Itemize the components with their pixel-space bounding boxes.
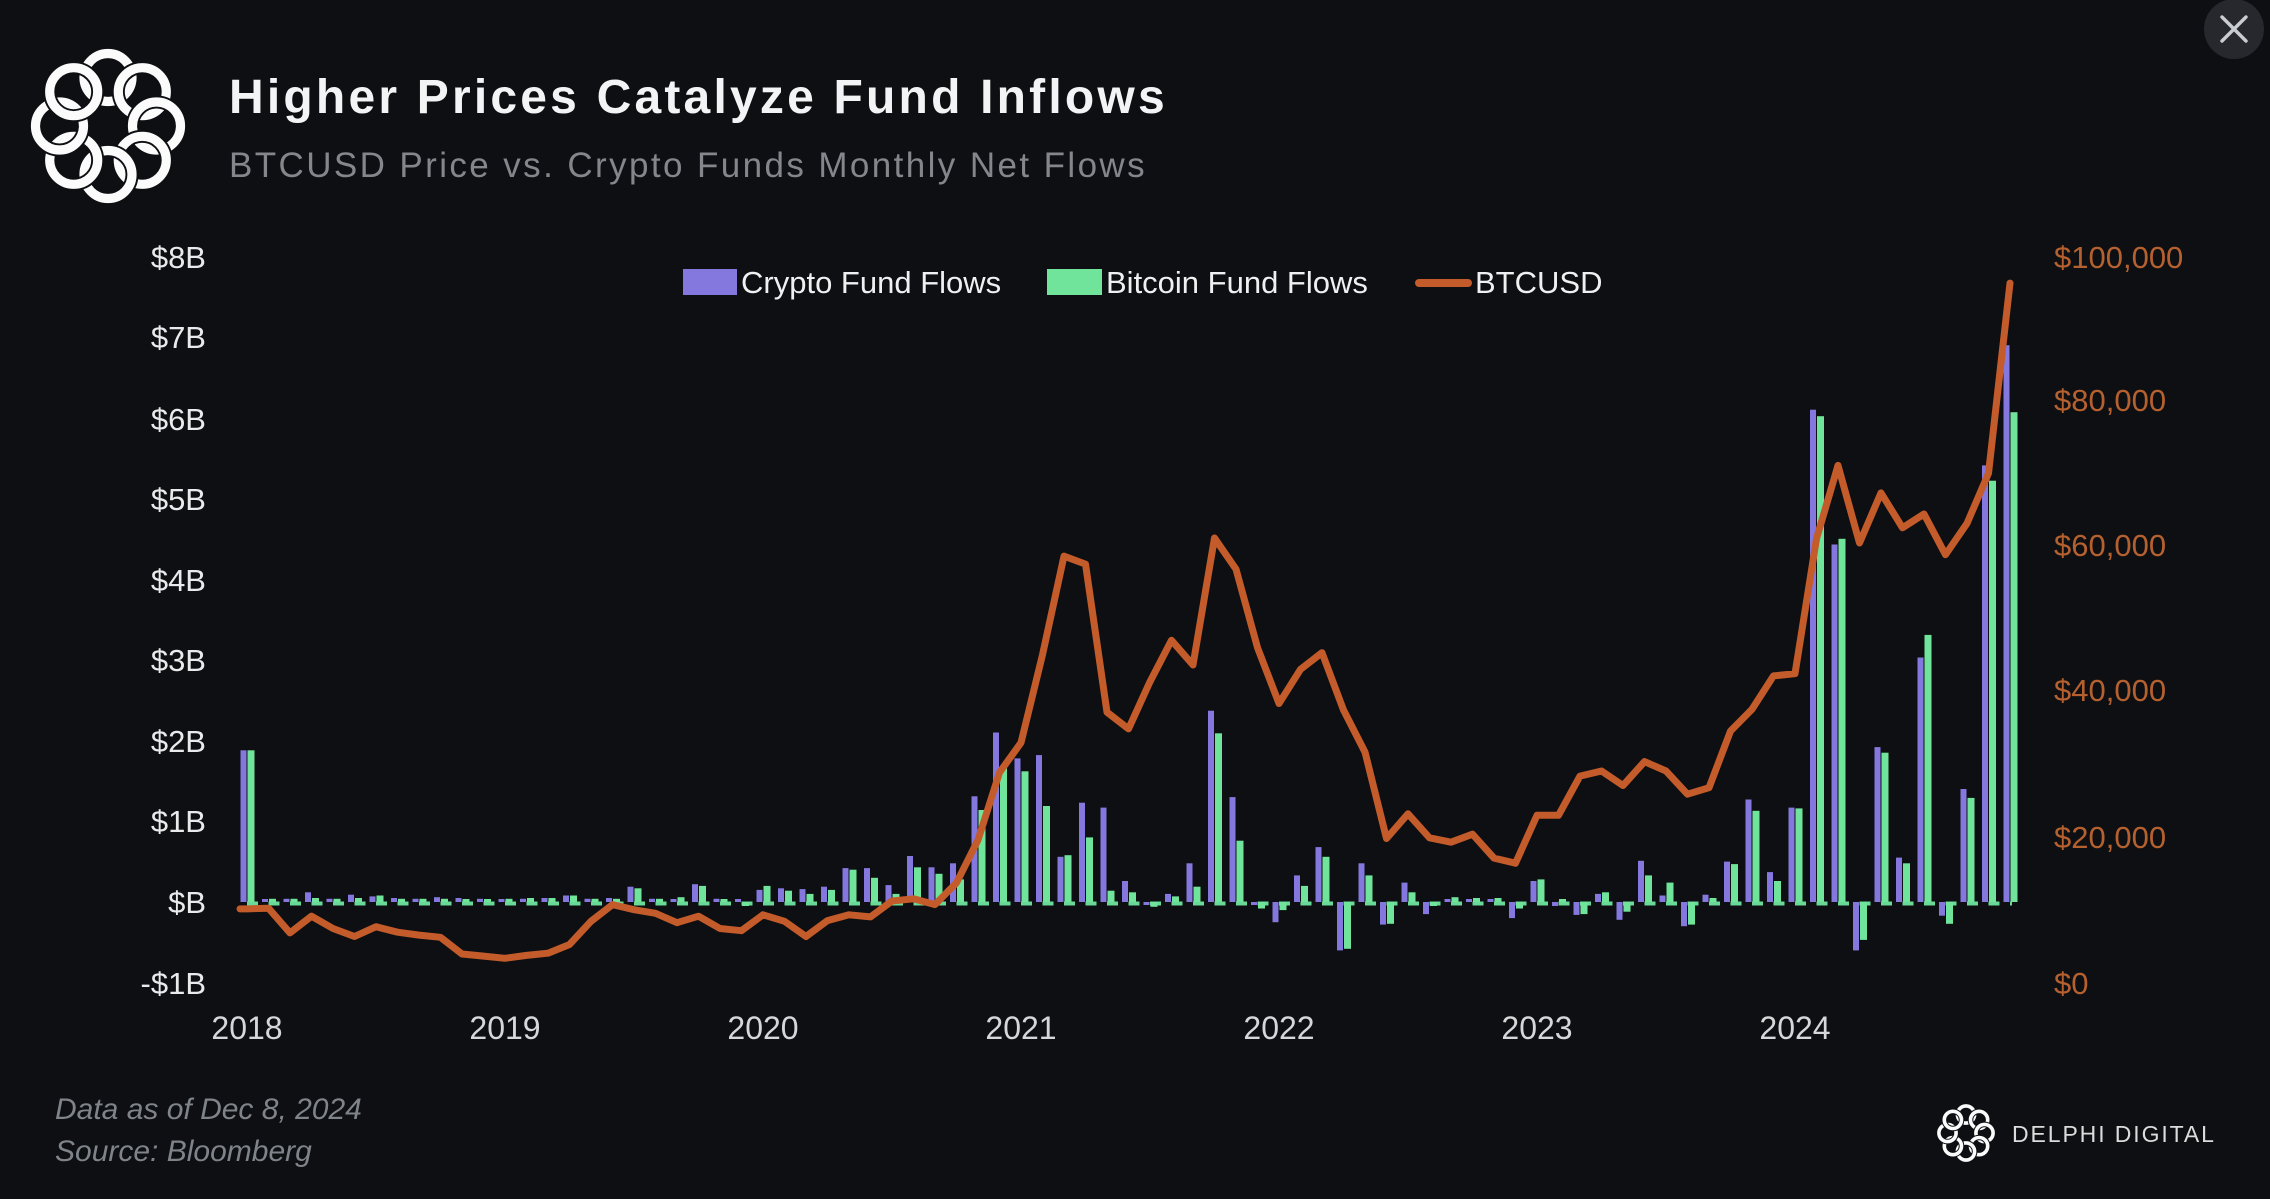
svg-text:DELPHI DIGITAL: DELPHI DIGITAL <box>2012 1121 2216 1147</box>
svg-text:Higher Prices Catalyze Fund In: Higher Prices Catalyze Fund Inflows <box>229 71 1168 124</box>
svg-text:$6B: $6B <box>151 402 206 437</box>
svg-text:$80,000: $80,000 <box>2054 383 2166 418</box>
svg-text:$8B: $8B <box>151 240 206 275</box>
svg-text:2023: 2023 <box>1501 1010 1572 1046</box>
svg-text:Crypto Fund Flows: Crypto Fund Flows <box>741 265 1001 300</box>
svg-text:$3B: $3B <box>151 643 206 678</box>
svg-text:2022: 2022 <box>1243 1010 1314 1046</box>
svg-text:Data as of Dec 8, 2024: Data as of Dec 8, 2024 <box>55 1093 362 1126</box>
svg-text:Bitcoin Fund Flows: Bitcoin Fund Flows <box>1106 265 1368 300</box>
svg-text:2021: 2021 <box>985 1010 1056 1046</box>
svg-text:$B: $B <box>168 885 206 920</box>
svg-text:2020: 2020 <box>727 1010 798 1046</box>
svg-text:Source: Bloomberg: Source: Bloomberg <box>55 1135 312 1168</box>
svg-text:2019: 2019 <box>469 1010 540 1046</box>
svg-text:$4B: $4B <box>151 563 206 598</box>
svg-text:$7B: $7B <box>151 320 206 355</box>
svg-text:BTCUSD Price vs. Crypto Funds: BTCUSD Price vs. Crypto Funds Monthly Ne… <box>229 146 1147 185</box>
svg-text:$1B: $1B <box>151 804 206 839</box>
svg-text:$0: $0 <box>2054 966 2088 1001</box>
svg-text:$5B: $5B <box>151 482 206 517</box>
svg-text:2024: 2024 <box>1759 1010 1830 1046</box>
svg-text:-$1B: -$1B <box>141 966 206 1001</box>
svg-text:$100,000: $100,000 <box>2054 240 2183 275</box>
svg-text:$2B: $2B <box>151 724 206 759</box>
svg-text:$20,000: $20,000 <box>2054 820 2166 855</box>
svg-text:BTCUSD: BTCUSD <box>1475 265 1602 300</box>
svg-text:$40,000: $40,000 <box>2054 673 2166 708</box>
svg-text:$60,000: $60,000 <box>2054 528 2166 563</box>
svg-text:2018: 2018 <box>211 1010 282 1046</box>
